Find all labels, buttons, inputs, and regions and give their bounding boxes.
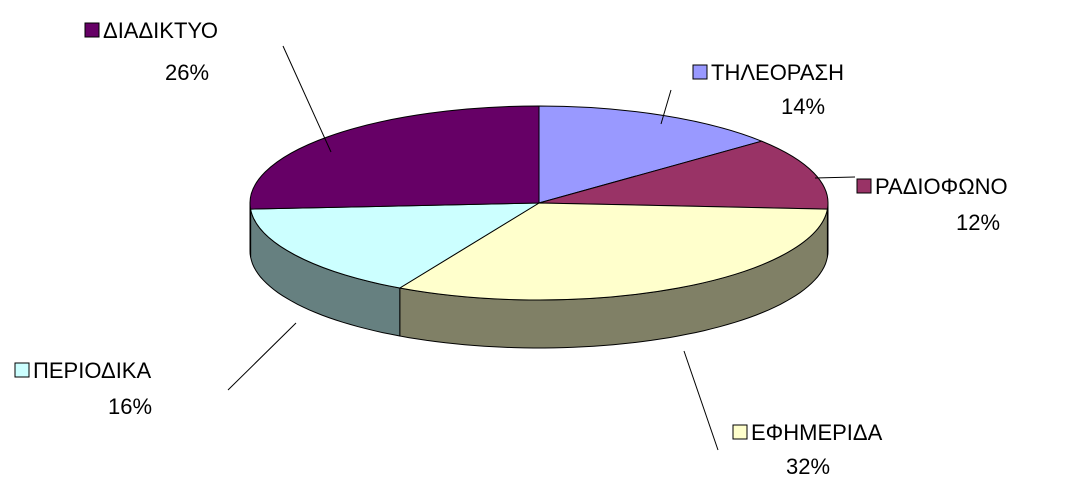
value-label: 32% xyxy=(786,454,830,479)
category-label: ΔΙΑΔΙΚΤΥΟ xyxy=(103,18,218,43)
leader-line xyxy=(660,89,672,125)
category-label: ΡΑΔΙΟΦΩΝΟ xyxy=(875,174,1008,199)
leader-line xyxy=(227,322,297,391)
legend-key xyxy=(856,178,872,194)
category-label: ΕΦΗΜΕΡΙΔΑ xyxy=(751,420,883,445)
slice xyxy=(249,202,541,289)
slice xyxy=(538,105,764,204)
leader-line xyxy=(683,350,719,451)
value-label: 26% xyxy=(165,60,209,85)
leader-line xyxy=(282,45,332,153)
category-label: ΤΗΛΕΟΡΑΣΗ xyxy=(711,60,844,85)
legend-key xyxy=(84,22,100,38)
slice xyxy=(538,140,829,210)
value-label: 14% xyxy=(781,94,825,119)
slice xyxy=(249,105,540,210)
value-label: 16% xyxy=(108,394,152,419)
value-label: 12% xyxy=(956,210,1000,235)
leader-line xyxy=(814,176,856,179)
legend-key xyxy=(14,362,30,378)
legend-key xyxy=(732,424,748,440)
slice xyxy=(398,202,829,301)
category-label: ΠΕΡΙΟΔΙΚΑ xyxy=(33,358,151,383)
legend-key xyxy=(692,64,708,80)
